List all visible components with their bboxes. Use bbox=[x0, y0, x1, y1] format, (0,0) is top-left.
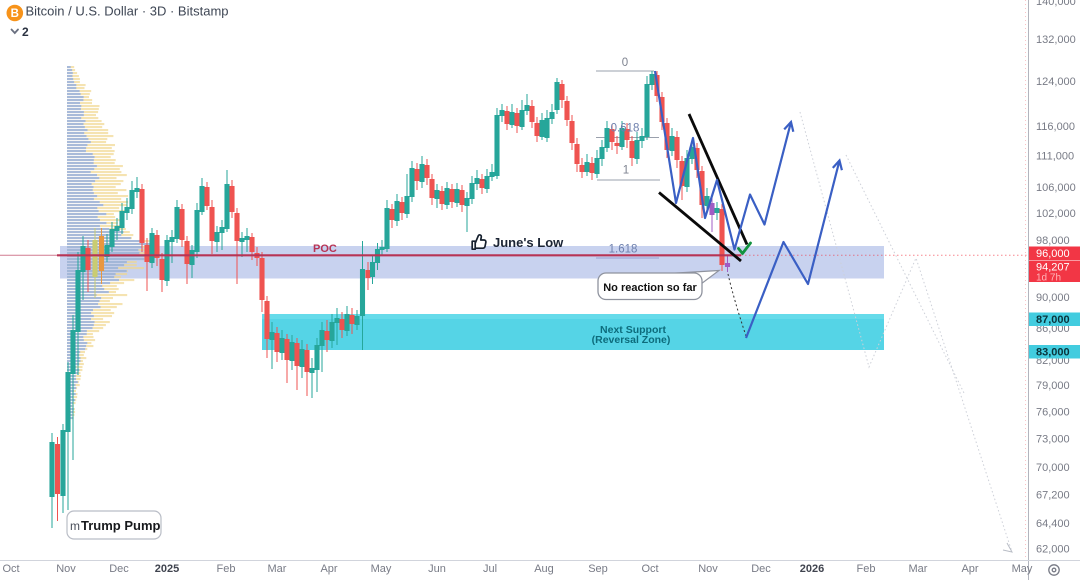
svg-text:70,000: 70,000 bbox=[1036, 462, 1070, 474]
svg-text:1.618: 1.618 bbox=[609, 244, 638, 256]
svg-text:Mar: Mar bbox=[268, 563, 287, 575]
svg-text:0: 0 bbox=[622, 57, 628, 69]
svg-text:132,000: 132,000 bbox=[1036, 34, 1076, 46]
svg-text:Jul: Jul bbox=[483, 563, 497, 575]
svg-text:May: May bbox=[1012, 563, 1033, 575]
svg-text:POC: POC bbox=[313, 243, 337, 255]
svg-text:2025: 2025 bbox=[155, 563, 179, 575]
svg-text:m: m bbox=[70, 519, 80, 533]
svg-text:76,000: 76,000 bbox=[1036, 406, 1070, 418]
svg-text:No reaction so far: No reaction so far bbox=[603, 282, 697, 294]
svg-text:Dec: Dec bbox=[751, 563, 771, 575]
svg-text:140,000: 140,000 bbox=[1036, 0, 1076, 8]
svg-text:June's Low: June's Low bbox=[493, 235, 564, 250]
svg-text:1: 1 bbox=[623, 165, 629, 177]
svg-text:Jun: Jun bbox=[428, 563, 446, 575]
svg-text:Oct: Oct bbox=[641, 563, 658, 575]
svg-text:(Reversal Zone): (Reversal Zone) bbox=[592, 334, 671, 346]
svg-text:94,207: 94,207 bbox=[1036, 262, 1070, 274]
svg-text:Sep: Sep bbox=[588, 563, 608, 575]
svg-text:Aug: Aug bbox=[534, 563, 554, 575]
svg-text:Apr: Apr bbox=[961, 563, 978, 575]
svg-text:B: B bbox=[11, 8, 19, 20]
svg-text:67,200: 67,200 bbox=[1036, 489, 1070, 501]
svg-text:106,000: 106,000 bbox=[1036, 182, 1076, 194]
svg-text:Apr: Apr bbox=[320, 563, 337, 575]
svg-text:116,000: 116,000 bbox=[1036, 121, 1075, 133]
svg-text:124,000: 124,000 bbox=[1036, 76, 1076, 88]
svg-text:64,400: 64,400 bbox=[1036, 518, 1070, 530]
svg-text:Bitcoin / U.S. Dollar · 3D · B: Bitcoin / U.S. Dollar · 3D · Bitstamp bbox=[26, 4, 229, 19]
svg-text:96,000: 96,000 bbox=[1036, 248, 1070, 260]
svg-text:73,000: 73,000 bbox=[1036, 434, 1070, 446]
svg-text:Feb: Feb bbox=[857, 563, 876, 575]
svg-text:Nov: Nov bbox=[56, 563, 76, 575]
svg-text:79,000: 79,000 bbox=[1036, 380, 1070, 392]
svg-text:Dec: Dec bbox=[109, 563, 129, 575]
svg-text:Mar: Mar bbox=[909, 563, 928, 575]
svg-text:90,000: 90,000 bbox=[1036, 292, 1070, 304]
svg-text:102,000: 102,000 bbox=[1036, 208, 1076, 220]
svg-text:83,000: 83,000 bbox=[1036, 347, 1070, 359]
svg-text:2026: 2026 bbox=[800, 563, 824, 575]
svg-text:May: May bbox=[371, 563, 392, 575]
svg-text:2: 2 bbox=[22, 25, 29, 39]
svg-text:Oct: Oct bbox=[2, 563, 19, 575]
svg-text:Feb: Feb bbox=[217, 563, 236, 575]
svg-text:87,000: 87,000 bbox=[1036, 314, 1070, 326]
svg-text:0.618: 0.618 bbox=[611, 123, 640, 135]
svg-text:62,000: 62,000 bbox=[1036, 544, 1070, 556]
svg-text:Trump Pump: Trump Pump bbox=[81, 518, 161, 533]
svg-text:98,000: 98,000 bbox=[1036, 235, 1070, 247]
svg-text:Next Support: Next Support bbox=[600, 324, 666, 336]
svg-text:111,000: 111,000 bbox=[1036, 151, 1074, 163]
svg-text:Nov: Nov bbox=[698, 563, 718, 575]
svg-text:1d 7h: 1d 7h bbox=[1036, 273, 1061, 284]
